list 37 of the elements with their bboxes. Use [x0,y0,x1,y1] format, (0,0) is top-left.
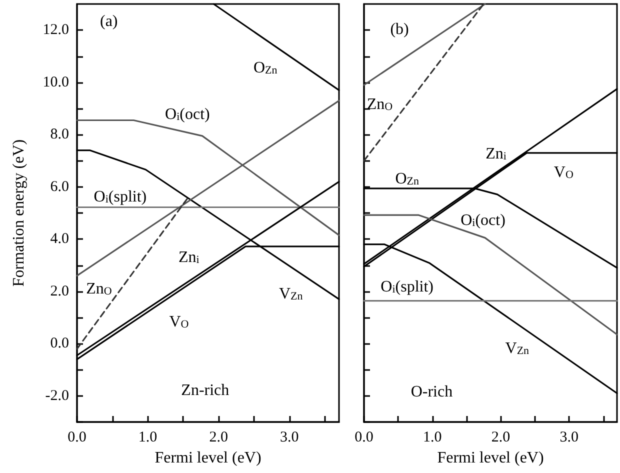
annotation: (a) [100,12,118,30]
annotation: Oi(oct) [165,106,210,123]
y-tick-label: 2.0 [50,283,69,300]
annotation: Zn-rich [181,382,230,399]
annotation: VO [169,314,189,331]
x-tick-label: 2.0 [491,430,510,446]
annotation: Oi(oct) [460,212,506,230]
y-tick-label: 4.0 [50,231,69,248]
y-axis-title: Formation energy (eV) [10,139,28,287]
annotation: VZn [278,285,304,302]
x-tick-label: 2.0 [209,430,228,446]
annotation: O-rich [410,383,453,400]
x-tick-label: 1.0 [138,430,158,446]
y-tick-label: -2.0 [45,388,69,404]
annotation: VO [554,164,574,181]
x-tick-label: 3.0 [280,430,299,446]
annotation: Oi(split) [94,188,147,206]
y-tick-label: 8.0 [50,126,69,143]
y-tick-label: 6.0 [50,178,69,195]
y-tick-label: 12.0 [42,22,69,38]
x-tick-label: 0.0 [354,430,374,446]
x-tick-label: 0.0 [68,430,86,446]
annotation: Zni [486,146,506,163]
x-tick-label: 3.0 [560,430,579,446]
x-axis-title: Fermi level (eV) [437,449,544,466]
annotation: (b) [390,20,409,38]
x-tick-label: 1.0 [423,430,442,446]
annotation: ZnO [86,280,112,298]
annotation: OZn [395,170,420,188]
y-tick-label: 10.0 [42,74,69,90]
annotation: VZn [505,340,530,358]
x-axis-title: Fermi level (eV) [154,449,262,466]
y-tick-label: 0.0 [50,336,69,352]
annotation: ZnO [366,96,393,113]
annotation: Oi(split) [380,278,434,296]
annotation: Zni [178,248,200,266]
annotation: OZn [253,59,278,76]
